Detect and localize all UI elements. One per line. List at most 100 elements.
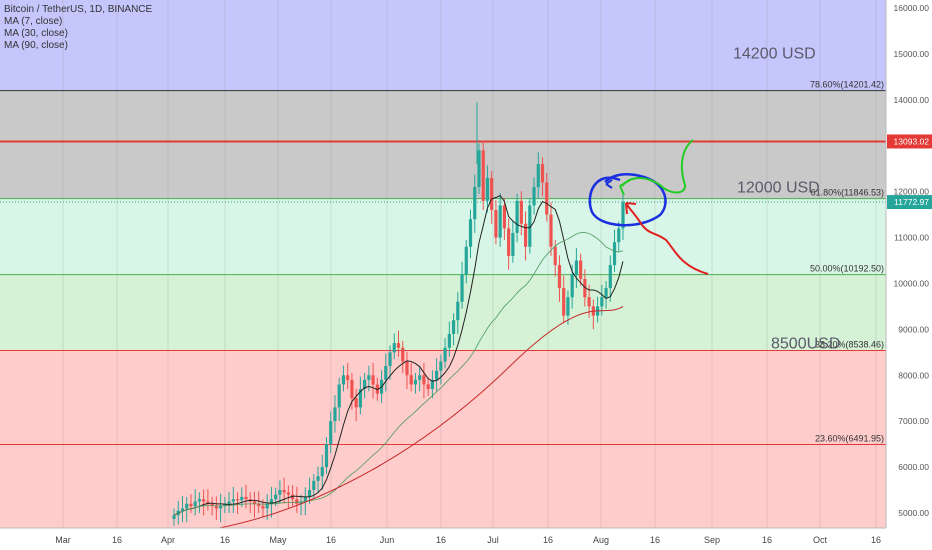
- green-arrowhead: [619, 179, 631, 196]
- symbol-title[interactable]: Bitcoin / TetherUS, 1D, BINANCE: [4, 4, 153, 15]
- candle-body: [202, 499, 206, 502]
- candle-body: [303, 496, 307, 502]
- candle-body: [392, 343, 396, 353]
- candle-body: [413, 379, 418, 385]
- candle-body: [621, 202, 625, 229]
- y-tick-label: 10000.00: [894, 278, 930, 288]
- candle-body: [536, 164, 540, 188]
- candle-body: [435, 370, 439, 380]
- ma7-legend[interactable]: MA (7, close): [4, 16, 63, 27]
- candle-body: [341, 375, 346, 385]
- last-price-tag: [887, 195, 932, 210]
- fib-label: 50.00%(10192.50): [810, 264, 884, 274]
- candle-body: [612, 242, 617, 266]
- zone-above-786: [0, 0, 886, 91]
- candle-body: [511, 232, 515, 256]
- ma90-legend[interactable]: MA (90, close): [4, 40, 68, 51]
- candle-body: [367, 375, 371, 380]
- ma30-line: [173, 232, 624, 516]
- blue-circle-annotation: [588, 173, 667, 227]
- candle-body: [274, 494, 278, 500]
- candle-body: [545, 182, 549, 215]
- candle-body: [447, 333, 451, 348]
- candle-body: [324, 444, 329, 468]
- candle-body: [443, 347, 447, 362]
- candle-body: [265, 503, 269, 509]
- candle-body: [528, 205, 532, 247]
- candle-body: [523, 223, 528, 247]
- vertical-grid: [62, 0, 877, 528]
- candle-body: [316, 476, 320, 481]
- x-tick-label: 16: [650, 535, 660, 545]
- candle-body: [172, 515, 176, 519]
- candle-body: [235, 499, 240, 501]
- x-tick-label: Aug: [593, 535, 609, 545]
- candle-body: [269, 499, 274, 504]
- candle-body: [481, 150, 485, 201]
- candle-body: [240, 496, 244, 501]
- chart-legend: Bitcoin / TetherUS, 1D, BINANCE MA (7, c…: [4, 4, 152, 52]
- candle-body: [553, 246, 557, 266]
- x-tick-label: 16: [871, 535, 881, 545]
- fib-lines: 78.60%(14201.42) 61.80%(11846.53) 50.00%(1…: [0, 80, 886, 446]
- x-tick-label: May: [269, 535, 287, 545]
- candle-body: [346, 375, 350, 380]
- y-tick-label: 11000.00: [894, 233, 929, 243]
- y-tick-label: 7000.00: [898, 416, 929, 426]
- time-axis[interactable]: Mar 16 Apr 16 May 16 Jun 16 Jul 16 Aug 16 Sep 16 Oct 16: [0, 527, 932, 550]
- zone-price-label: 12000 USD: [737, 180, 820, 197]
- candle-body: [197, 499, 202, 502]
- candle-body: [363, 379, 367, 390]
- candle-body: [604, 288, 608, 298]
- x-tick-label: 16: [220, 535, 230, 545]
- candles: [172, 102, 625, 526]
- candle-body: [405, 361, 409, 376]
- y-tick-label: 8000.00: [898, 370, 929, 380]
- candle-body: [286, 492, 290, 495]
- candle-body: [257, 503, 261, 507]
- candle-body: [617, 228, 621, 243]
- candle-body: [307, 490, 312, 497]
- candle-body: [515, 200, 519, 233]
- x-tick-label: Apr: [161, 535, 175, 545]
- candle-body: [562, 288, 566, 316]
- candle-body: [532, 187, 536, 206]
- ma30-legend[interactable]: MA (30, close): [4, 28, 68, 39]
- candle-body: [337, 384, 341, 408]
- candle-body: [494, 210, 498, 238]
- candle-body: [384, 366, 388, 380]
- zone-618-786: [0, 90, 886, 199]
- candle-body: [422, 375, 426, 385]
- candle-body: [193, 501, 197, 507]
- y-tick-label: 15000.00: [894, 49, 930, 59]
- x-tick-label: Mar: [55, 535, 71, 545]
- price-axis[interactable]: 16000.0015000.0014000.0013000.0012000.00…: [885, 0, 932, 550]
- hand-annotations: [588, 139, 709, 275]
- candle-body: [218, 506, 223, 509]
- candle-body: [566, 297, 570, 316]
- x-tick-label: Sep: [704, 535, 720, 545]
- candle-body: [375, 384, 379, 394]
- candle-body: [549, 214, 553, 247]
- fib-label: 61.80%(11846.53): [811, 188, 884, 198]
- resistance-price-tag: [887, 134, 932, 149]
- candle-body: [354, 398, 358, 408]
- zone-382-500: [0, 274, 886, 351]
- candle-body: [189, 503, 193, 507]
- candle-body: [291, 494, 295, 500]
- y-tick-label: 12000.00: [894, 187, 930, 197]
- candle-body: [223, 503, 227, 507]
- candle-body: [451, 320, 456, 334]
- time-axis-bg: [0, 528, 932, 550]
- resistance-price-label: 13093.02: [894, 136, 930, 146]
- candle-body: [206, 501, 210, 504]
- candle-body: [557, 265, 562, 289]
- candle-body: [519, 200, 523, 224]
- x-tick-label: 16: [326, 535, 336, 545]
- candle-body: [409, 375, 413, 385]
- candle-body: [477, 150, 481, 188]
- candle-body: [464, 246, 468, 275]
- candle-body: [282, 490, 286, 493]
- x-tick-label: Oct: [813, 535, 828, 545]
